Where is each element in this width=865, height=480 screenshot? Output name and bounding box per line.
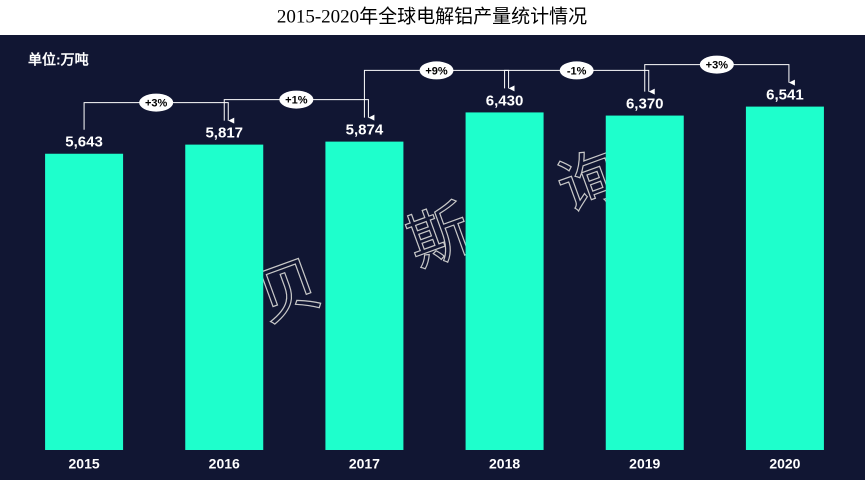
plot-background — [0, 35, 865, 480]
x-tick-label: 2017 — [349, 456, 380, 472]
title-band — [0, 0, 865, 35]
change-badge — [559, 61, 594, 80]
bar — [465, 112, 544, 451]
change-label: -1% — [567, 65, 587, 77]
change-label: +1% — [285, 95, 308, 107]
x-tick-label: 2020 — [769, 456, 800, 472]
value-label: 5,817 — [205, 125, 243, 142]
change-badge — [419, 61, 454, 80]
x-tick-label: 2019 — [629, 456, 660, 472]
bar — [185, 144, 264, 451]
bar — [45, 153, 124, 450]
value-label: 5,643 — [65, 134, 103, 151]
unit-label: 单位:万吨 — [28, 52, 89, 68]
bar — [745, 106, 824, 450]
x-tick-label: 2016 — [209, 456, 240, 472]
value-label: 6,370 — [626, 96, 664, 113]
value-label: 5,874 — [346, 122, 384, 139]
change-badge — [139, 93, 174, 112]
x-tick-label: 2015 — [69, 456, 100, 472]
change-badge — [279, 90, 314, 109]
change-label: +3% — [706, 60, 729, 72]
x-tick-label: 2018 — [489, 456, 520, 472]
value-label: 6,430 — [486, 92, 524, 109]
change-label: +9% — [425, 65, 448, 77]
change-badge — [699, 55, 734, 74]
bar — [605, 115, 684, 450]
change-label: +3% — [145, 98, 168, 110]
chart-title: 2015-2020年全球电解铝产量统计情况 — [277, 5, 587, 27]
bar — [325, 141, 404, 451]
value-label: 6,541 — [766, 87, 804, 104]
